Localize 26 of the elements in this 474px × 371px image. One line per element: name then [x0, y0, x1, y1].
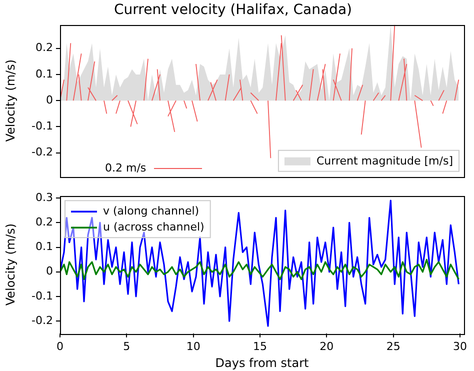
x-tick-label: 5 [123, 340, 130, 353]
x-tick-label: 15 [253, 340, 267, 353]
y-tick-label: -0.2 [32, 314, 53, 327]
x-tick-label: 0 [56, 340, 64, 353]
y-tick-label: -0.1 [32, 289, 53, 302]
y-tick-label: 0.2 [36, 216, 53, 229]
y-tick-label: 0.1 [36, 67, 53, 80]
y-axis-title: Velocity (m/s) [3, 223, 18, 306]
legend-label: Current magnitude [m/s] [316, 154, 454, 168]
chart-title: Current velocity (Halifax, Canada) [114, 2, 352, 18]
x-tick-label: 30 [453, 340, 467, 353]
legend-label: u (across channel) [103, 220, 204, 234]
legend-label: v (along channel) [103, 204, 200, 218]
x-tick-label: 20 [320, 340, 334, 353]
y-axis-title: Velocity (m/s) [3, 59, 18, 142]
y-tick-label: 0.3 [36, 190, 53, 204]
y-tick-label: -0.1 [32, 120, 53, 133]
x-tick-label: 10 [186, 340, 200, 353]
annotation: 0.2 m/s [105, 161, 146, 174]
y-tick-label: 0.2 [36, 41, 53, 54]
x-axis-title: Days from start [215, 356, 310, 370]
x-tick-label: 25 [386, 340, 400, 353]
y-tick-label: 0 [46, 93, 53, 106]
y-tick-label: -0.2 [32, 146, 53, 159]
y-tick-label: 0.1 [36, 240, 53, 254]
y-tick-label: 0 [46, 264, 53, 278]
